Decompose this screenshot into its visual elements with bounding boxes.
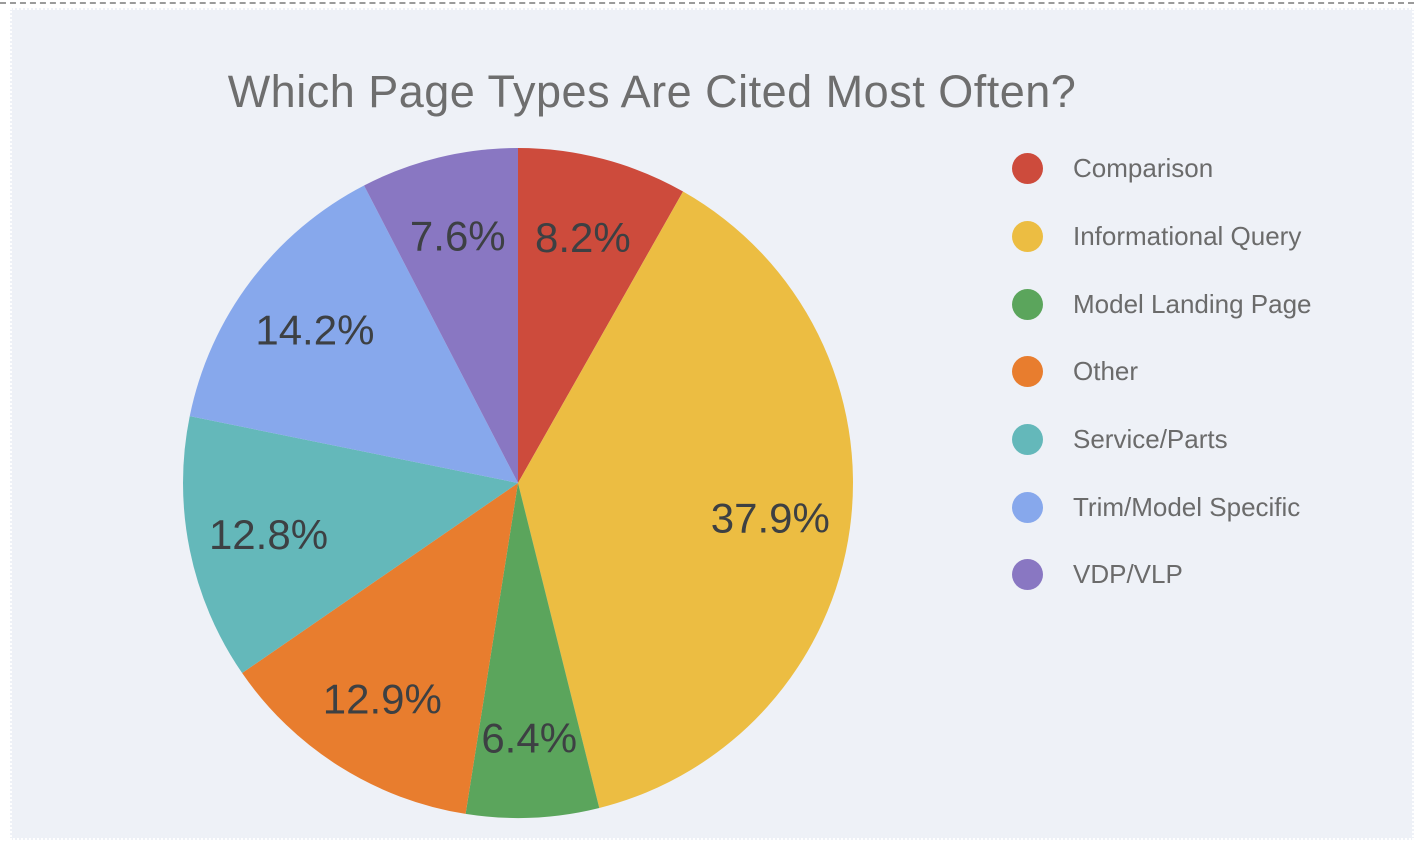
legend-label-model-landing-page: Model Landing Page xyxy=(1073,289,1312,320)
legend: Comparison Informational Query Model Landi… xyxy=(1012,135,1312,609)
pie-slice-label-model-landing-page: 6.4% xyxy=(481,715,577,762)
legend-item-vdp-vlp[interactable]: VDP/VLP xyxy=(1012,541,1312,609)
pie-slice-label-comparison: 8.2% xyxy=(535,214,631,261)
legend-swatch-informational-query xyxy=(1012,221,1043,252)
pie-slice-label-trim-model-specific: 14.2% xyxy=(255,307,374,354)
pie-slice-label-other: 12.9% xyxy=(323,676,442,723)
legend-item-model-landing-page[interactable]: Model Landing Page xyxy=(1012,270,1312,338)
legend-label-informational-query: Informational Query xyxy=(1073,221,1301,252)
pie-slice-label-service-parts: 12.8% xyxy=(209,511,328,558)
legend-label-comparison: Comparison xyxy=(1073,153,1213,184)
legend-item-service-parts[interactable]: Service/Parts xyxy=(1012,406,1312,474)
legend-item-comparison[interactable]: Comparison xyxy=(1012,135,1312,203)
legend-label-other: Other xyxy=(1073,356,1138,387)
legend-label-trim-model-specific: Trim/Model Specific xyxy=(1073,492,1300,523)
legend-item-other[interactable]: Other xyxy=(1012,338,1312,406)
legend-item-informational-query[interactable]: Informational Query xyxy=(1012,203,1312,271)
legend-swatch-model-landing-page xyxy=(1012,289,1043,320)
legend-swatch-comparison xyxy=(1012,153,1043,184)
legend-swatch-vdp-vlp xyxy=(1012,559,1043,590)
chart-panel: Which Page Types Are Cited Most Often? 8… xyxy=(10,8,1414,840)
legend-swatch-trim-model-specific xyxy=(1012,492,1043,523)
legend-label-vdp-vlp: VDP/VLP xyxy=(1073,559,1183,590)
pie-slice-label-informational-query: 37.9% xyxy=(711,494,830,541)
legend-swatch-service-parts xyxy=(1012,424,1043,455)
legend-item-trim-model-specific[interactable]: Trim/Model Specific xyxy=(1012,473,1312,541)
legend-swatch-other xyxy=(1012,356,1043,387)
pie-slice-label-vdp-vlp: 7.6% xyxy=(410,213,506,260)
top-divider xyxy=(0,2,1414,4)
legend-label-service-parts: Service/Parts xyxy=(1073,424,1228,455)
